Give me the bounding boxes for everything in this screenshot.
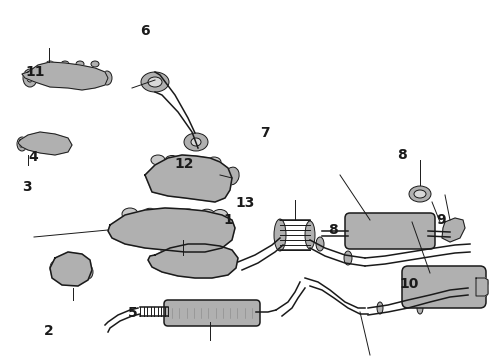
- Polygon shape: [50, 252, 92, 286]
- Polygon shape: [108, 208, 235, 252]
- Polygon shape: [18, 132, 72, 155]
- Ellipse shape: [83, 265, 93, 279]
- Polygon shape: [148, 244, 238, 278]
- Ellipse shape: [305, 221, 315, 249]
- Ellipse shape: [52, 265, 57, 271]
- Ellipse shape: [162, 208, 178, 221]
- Text: 8: 8: [328, 224, 338, 237]
- Text: 3: 3: [22, 180, 32, 194]
- Text: 9: 9: [436, 213, 446, 226]
- Polygon shape: [22, 62, 108, 90]
- Ellipse shape: [151, 155, 165, 165]
- Ellipse shape: [46, 61, 54, 67]
- Ellipse shape: [480, 278, 488, 288]
- Ellipse shape: [225, 167, 239, 185]
- Ellipse shape: [469, 274, 479, 300]
- Ellipse shape: [344, 251, 352, 265]
- Ellipse shape: [148, 77, 162, 87]
- Text: 13: 13: [235, 197, 255, 210]
- Ellipse shape: [178, 246, 192, 256]
- Ellipse shape: [85, 269, 91, 275]
- Polygon shape: [145, 155, 232, 202]
- FancyBboxPatch shape: [164, 300, 260, 326]
- Text: 5: 5: [127, 306, 137, 320]
- Text: 8: 8: [397, 148, 407, 162]
- Ellipse shape: [207, 157, 221, 167]
- FancyBboxPatch shape: [402, 266, 486, 308]
- Ellipse shape: [141, 72, 169, 92]
- Ellipse shape: [91, 61, 99, 67]
- Ellipse shape: [50, 261, 60, 275]
- Ellipse shape: [195, 246, 209, 256]
- Ellipse shape: [180, 209, 196, 221]
- Ellipse shape: [193, 157, 207, 166]
- Ellipse shape: [161, 245, 175, 255]
- Ellipse shape: [316, 237, 324, 251]
- Text: 4: 4: [28, 150, 38, 163]
- Ellipse shape: [122, 208, 138, 220]
- Ellipse shape: [27, 74, 33, 82]
- Ellipse shape: [184, 133, 208, 151]
- Ellipse shape: [417, 302, 423, 314]
- Ellipse shape: [61, 61, 69, 67]
- Ellipse shape: [179, 156, 193, 166]
- Polygon shape: [442, 218, 465, 242]
- Ellipse shape: [211, 247, 225, 257]
- Ellipse shape: [212, 210, 228, 221]
- Ellipse shape: [17, 137, 27, 151]
- Ellipse shape: [420, 219, 430, 243]
- Polygon shape: [476, 278, 488, 296]
- Ellipse shape: [23, 69, 37, 87]
- Ellipse shape: [199, 209, 215, 221]
- Text: 11: 11: [25, 65, 45, 79]
- Ellipse shape: [409, 274, 419, 300]
- FancyBboxPatch shape: [345, 213, 435, 249]
- Ellipse shape: [76, 61, 84, 67]
- Text: 1: 1: [223, 213, 233, 226]
- Ellipse shape: [350, 219, 360, 243]
- Ellipse shape: [377, 302, 383, 314]
- Ellipse shape: [165, 156, 179, 166]
- Text: 2: 2: [44, 324, 54, 338]
- Ellipse shape: [142, 208, 158, 220]
- Ellipse shape: [409, 186, 431, 202]
- Text: 12: 12: [174, 157, 194, 171]
- Text: 7: 7: [260, 126, 270, 140]
- Ellipse shape: [414, 190, 426, 198]
- Ellipse shape: [274, 219, 286, 251]
- Ellipse shape: [480, 287, 488, 297]
- Text: 6: 6: [140, 24, 149, 37]
- Ellipse shape: [102, 71, 112, 85]
- Ellipse shape: [20, 140, 25, 148]
- Ellipse shape: [191, 138, 201, 146]
- Text: 10: 10: [399, 278, 419, 291]
